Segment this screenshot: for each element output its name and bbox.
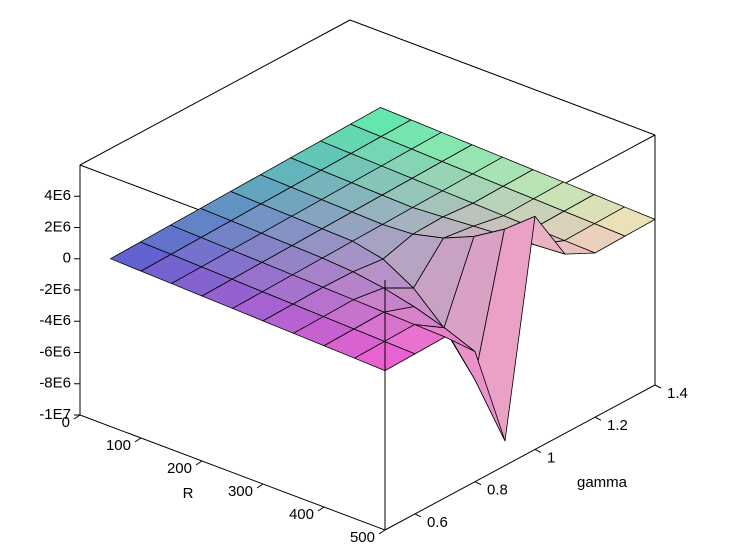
y-axis [384,384,656,531]
y-tick [474,481,482,486]
z-tick-label: -4E6 [39,312,71,329]
y-tick-label: 0.8 [487,482,508,499]
y-axis-label: gamma [577,474,628,491]
x-tick [256,483,264,489]
x-tick-label: 300 [228,483,253,500]
z-tick-label: 2E6 [44,218,71,235]
y-tick [594,416,602,421]
frame-edge [79,19,351,166]
z-tick-label: -8E6 [39,375,71,392]
y-tick [534,448,542,453]
x-tick-label: 400 [289,506,314,523]
x-axis-label: R [183,485,194,502]
x-tick-label: 500 [350,529,375,546]
y-tick-label: 1.4 [667,385,688,402]
y-tick [414,513,422,518]
z-tick-label: -2E6 [39,281,71,298]
x-axis [79,414,386,531]
y-tick [654,384,662,389]
x-tick [317,506,325,512]
x-tick [195,460,203,466]
z-tick-label: -6E6 [39,343,71,360]
z-tick-label: 0 [63,250,71,267]
x-tick-label: 100 [106,437,131,454]
x-tick-label: 0 [62,414,70,431]
x-tick [134,437,142,443]
x-tick-label: 200 [167,460,192,477]
z-tick-label: 4E6 [44,187,71,204]
y-tick-label: 0.6 [427,514,448,531]
y-tick-label: 1 [547,449,555,466]
y-tick-label: 1.2 [607,417,628,434]
frame-edge [349,19,656,136]
x-tick [73,414,81,420]
z-tick-label: -1E7 [39,406,71,423]
x-tick [378,529,386,535]
